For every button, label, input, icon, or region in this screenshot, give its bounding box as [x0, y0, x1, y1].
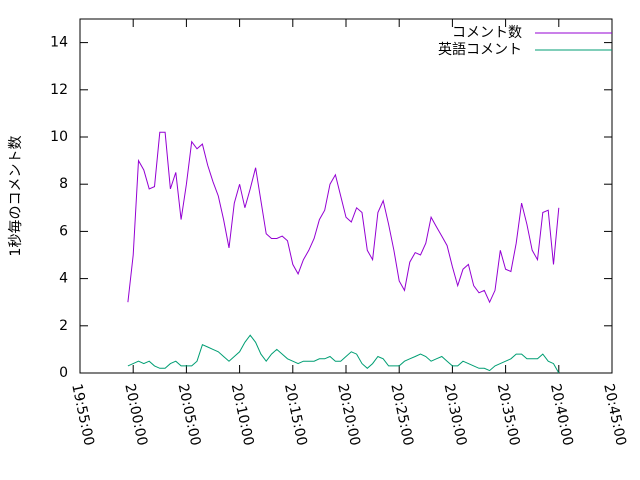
x-tick-label: 20:45:00 — [600, 382, 629, 447]
series-line — [127, 334, 560, 374]
x-tick-label: 20:35:00 — [494, 382, 523, 447]
x-tick-label: 20:15:00 — [281, 382, 310, 447]
y-tick-label: 8 — [59, 176, 68, 192]
x-tick-label: 20:30:00 — [441, 382, 470, 447]
y-tick-label: 12 — [50, 82, 68, 98]
y-tick-label: 6 — [59, 223, 68, 239]
x-tick-label: 20:40:00 — [547, 382, 576, 447]
legend-label: コメント数 — [452, 25, 522, 41]
y-tick-label: 4 — [59, 271, 68, 287]
x-tick-label: 20:25:00 — [387, 382, 416, 447]
y-tick-label: 10 — [50, 129, 68, 145]
series-line — [127, 131, 560, 304]
x-tick-label: 20:20:00 — [334, 382, 363, 447]
x-tick-label: 19:55:00 — [68, 382, 97, 447]
plot-border — [79, 18, 613, 374]
x-tick-label: 20:00:00 — [121, 382, 150, 447]
y-tick-label: 0 — [59, 365, 68, 381]
x-tick-label: 20:10:00 — [228, 382, 257, 447]
x-tick-label: 20:05:00 — [175, 382, 204, 447]
y-axis-label: 1秒毎のコメント数 — [8, 136, 24, 257]
legend-label: 英語コメント — [438, 41, 522, 58]
y-tick-label: 14 — [50, 35, 68, 51]
y-tick-label: 2 — [59, 318, 68, 334]
